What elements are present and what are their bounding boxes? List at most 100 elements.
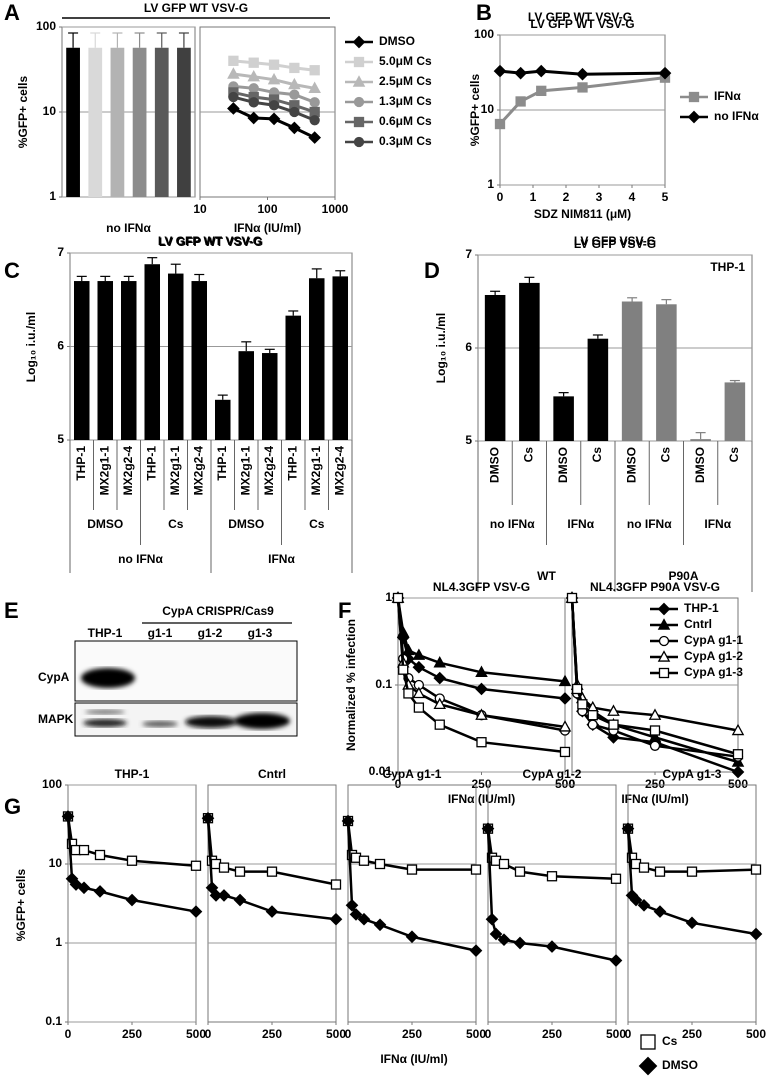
group-label: DMSO — [87, 517, 123, 531]
y-tick-label: 7 — [465, 247, 472, 261]
group-label: WT — [537, 569, 556, 583]
bar — [332, 276, 349, 440]
y-tick-label: 6 — [465, 340, 472, 354]
marker — [750, 864, 762, 875]
group-label: Cs — [168, 517, 184, 531]
x-tick-label: 500 — [746, 1027, 766, 1041]
marker — [638, 862, 650, 873]
legend-label: 1.3μM Cs — [379, 94, 432, 108]
row-label: CypA — [38, 670, 70, 684]
marker — [330, 879, 342, 890]
marker — [234, 866, 246, 877]
marker — [493, 64, 507, 78]
x-axis-label: IFNα (IU/ml) — [234, 221, 301, 235]
marker — [731, 765, 745, 779]
legend-marker — [353, 56, 365, 68]
marker — [577, 82, 588, 93]
marker — [685, 916, 699, 930]
marker — [268, 59, 280, 70]
marker — [433, 697, 447, 710]
bar — [191, 281, 208, 440]
marker — [61, 810, 75, 823]
bar — [587, 338, 609, 441]
group-label: no IFNα — [118, 552, 163, 566]
x-tick-label: 5 — [662, 190, 669, 204]
x-tick-label: 3 — [596, 190, 603, 204]
marker — [248, 97, 259, 108]
plot-frame — [487, 784, 617, 1023]
marker — [629, 893, 643, 907]
chart-title: LV GFP WT VSV-G — [528, 10, 632, 24]
marker — [288, 77, 301, 90]
marker — [515, 96, 526, 107]
marker — [227, 67, 240, 79]
marker — [201, 811, 215, 825]
marker — [485, 912, 499, 926]
panel-letter: E — [4, 598, 19, 623]
legend-label: IFNα — [714, 89, 741, 103]
x-tick-label: 500 — [326, 1027, 346, 1041]
legend-marker — [353, 116, 365, 128]
marker — [94, 849, 106, 861]
marker — [341, 814, 355, 828]
marker — [289, 106, 300, 118]
bar — [690, 439, 711, 441]
x-tick-label: DMSO — [624, 447, 638, 483]
marker — [558, 720, 572, 732]
x-tick-label: DMSO — [556, 447, 570, 483]
marker — [489, 927, 503, 941]
marker — [233, 893, 247, 907]
marker — [434, 719, 445, 730]
legend-label: 2.5μM Cs — [379, 74, 432, 88]
marker — [309, 97, 320, 108]
marker — [349, 908, 363, 921]
marker — [228, 55, 239, 66]
x-tick-label: MX2g2-4 — [262, 446, 276, 496]
blot-band — [142, 721, 178, 727]
marker — [558, 692, 572, 705]
marker — [498, 858, 510, 870]
panel-letter: F — [338, 598, 351, 623]
marker — [558, 674, 572, 687]
marker — [77, 881, 91, 895]
marker — [266, 866, 278, 877]
x-tick-label: 0 — [395, 777, 402, 791]
y-axis-label: %GFP+ cells — [468, 73, 482, 146]
y-axis-label: %GFP+ cells — [16, 75, 30, 148]
legend-label: 0.3μM Cs — [379, 134, 432, 148]
x-tick-label: MX2g2-4 — [191, 446, 205, 496]
marker — [413, 702, 425, 713]
legend-marker — [657, 650, 671, 662]
marker — [494, 118, 506, 130]
legend-marker — [353, 136, 365, 148]
marker — [514, 866, 526, 877]
marker — [648, 708, 662, 720]
legend-marker — [687, 110, 701, 124]
legend-label: CypA g1-2 — [684, 649, 743, 663]
marker — [749, 927, 763, 941]
marker — [406, 864, 418, 875]
lane-group-label: CypA CRISPR/Cas9 — [162, 604, 274, 618]
y-tick-label: 1 — [55, 935, 62, 949]
blot-band — [83, 719, 127, 727]
legend-marker — [658, 635, 670, 647]
subplot-title: CypA g1-1 — [383, 767, 442, 781]
marker — [545, 940, 559, 953]
x-tick-label: Cs — [727, 447, 741, 463]
x-tick-label: DMSO — [693, 447, 707, 483]
marker — [649, 725, 661, 736]
marker — [267, 112, 281, 126]
subplot-title: CypA g1-2 — [523, 767, 582, 781]
bar — [120, 281, 137, 440]
subplot-title: LV GFP WT VSV-G — [530, 17, 634, 31]
legend-label: 0.6μM Cs — [379, 114, 432, 128]
y-tick-label: 100 — [474, 27, 494, 41]
subplot-title: Cntrl — [258, 767, 286, 781]
marker — [190, 860, 202, 871]
marker — [513, 936, 527, 950]
x-tick-label: MX2g2-4 — [121, 446, 135, 496]
subplot-title: THP-1 — [115, 767, 150, 781]
blot-band — [234, 713, 290, 729]
group-label: DMSO — [228, 517, 264, 531]
